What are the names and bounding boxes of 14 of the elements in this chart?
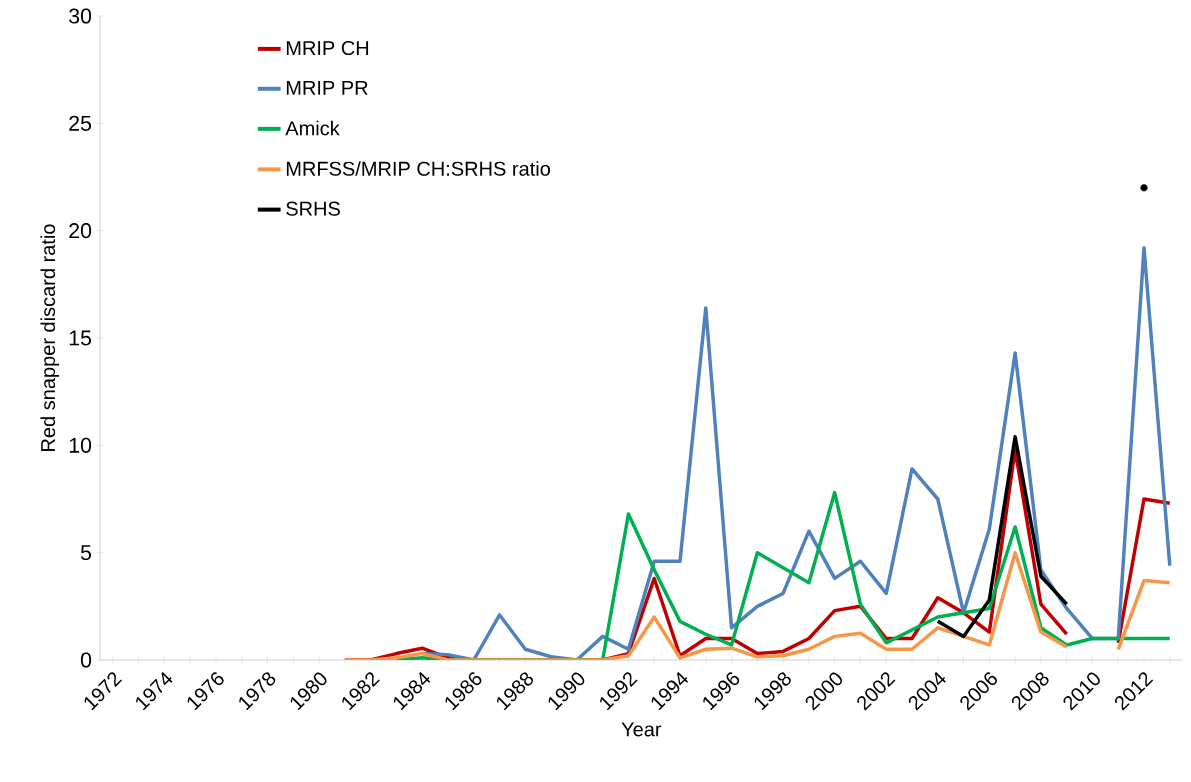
y-tick-label: 15 <box>69 330 92 346</box>
legend-label: Amick <box>285 120 340 136</box>
y-tick-label: 10 <box>69 437 92 453</box>
y-tick-label: 5 <box>80 545 92 561</box>
y-axis-title: Red snapper discard ratio <box>40 224 60 451</box>
legend-label: MRFSS/MRIP CH:SRHS ratio <box>286 161 550 176</box>
y-tick-label: 30 <box>69 8 92 24</box>
x-axis-title: Year <box>621 722 662 737</box>
legend-label: MRIP PR <box>286 80 368 95</box>
legend-label: SRHS <box>286 201 340 216</box>
legend-label: MRIP CH <box>286 40 369 56</box>
y-tick-label: 0 <box>80 652 92 668</box>
y-tick-label: 25 <box>69 115 92 131</box>
y-tick-label: 20 <box>69 223 92 239</box>
